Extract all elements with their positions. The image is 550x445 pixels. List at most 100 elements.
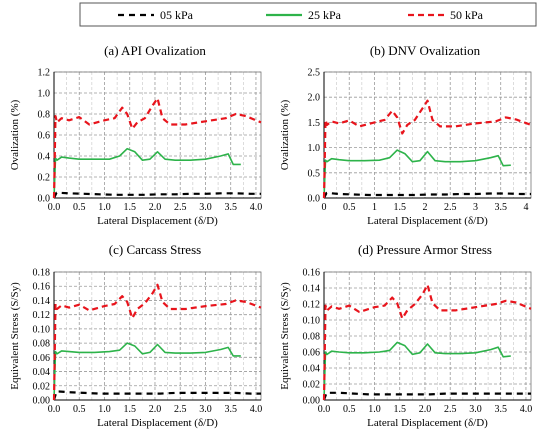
legend-label-2: 50 kPa — [450, 8, 484, 22]
chart-title: (d) Pressure Armor Stress — [358, 242, 492, 257]
x-tick-label: 1.0 — [98, 404, 111, 415]
y-axis-label: Equivalent Stress (S/Sy) — [9, 282, 21, 390]
y-axis-label: Ovalization (%) — [9, 99, 21, 170]
panels: (a) API Ovalization 0.0 0.2 0.4 0.6 0.8 1.0 1.2… — [9, 43, 532, 429]
series-line-25-kpa — [53, 147, 241, 199]
chart-panel-0: (a) API Ovalization 0.0 0.2 0.4 0.6 0.8 1.0 1.2… — [9, 43, 262, 227]
x-tick-label: 2.5 — [174, 404, 187, 415]
y-tick-label: 0.04 — [33, 367, 51, 378]
x-tick-label: 3.5 — [224, 202, 237, 213]
y-tick-label: 0.12 — [33, 310, 51, 321]
x-tick-label: 2.0 — [149, 404, 162, 415]
chart-panel-2: (c) Carcass Stress 0.00 0.02 0.04 0.06 0.08 0.… — [9, 242, 262, 429]
x-tick-label: 0.5 — [73, 404, 86, 415]
y-axis-label: Equivalent Stress (S/Sy) — [279, 282, 291, 390]
chart-title: (b) DNV Ovalization — [370, 43, 481, 58]
y-tick-label: 0.10 — [303, 316, 321, 327]
x-tick-label: 2.5 — [444, 202, 457, 213]
x-tick-label: 0.0 — [48, 202, 61, 213]
y-tick-label: 0.0 — [38, 194, 51, 205]
series-line-50-kpa — [52, 283, 262, 401]
x-tick-label: 3.5 — [224, 404, 237, 415]
y-tick-label: 0.5 — [308, 168, 321, 179]
y-tick-label: 0.8 — [38, 110, 51, 121]
x-tick-label: 1.5 — [123, 202, 136, 213]
x-axis-label: Lateral Displacement (δ/D) — [97, 215, 218, 227]
y-tick-label: 0.08 — [303, 332, 321, 343]
y-tick-label: 0.02 — [303, 380, 321, 391]
y-tick-label: 0.2 — [38, 173, 51, 184]
plot-frame — [53, 271, 262, 401]
x-axis-label: Lateral Displacement (δ/D) — [97, 417, 218, 429]
y-tick-label: 0.04 — [303, 364, 321, 375]
x-tick-label: 3.5 — [494, 202, 507, 213]
chart-panel-3: (d) Pressure Armor Stress 0.00 0.02 0.04 0.0… — [279, 242, 532, 429]
x-tick-label: 0.5 — [73, 202, 86, 213]
legend-box — [79, 2, 537, 27]
series-line-25-kpa — [323, 149, 511, 199]
y-tick-label: 0.10 — [33, 324, 51, 335]
x-tick-label: 1.5 — [393, 202, 406, 213]
y-tick-label: 2.5 — [308, 68, 321, 79]
x-axis-label: Lateral Displacement (δ/D) — [367, 417, 488, 429]
x-tick-label: 2.5 — [444, 404, 457, 415]
x-tick-label: 1.0 — [368, 404, 381, 415]
x-tick-label: 4.0 — [520, 404, 533, 415]
y-axis-label: Ovalization (%) — [279, 99, 291, 170]
x-tick-label: 3.0 — [199, 404, 212, 415]
x-tick-label: 0.5 — [343, 404, 356, 415]
x-tick-label: 0 — [322, 202, 327, 213]
series-line-05-kpa — [323, 191, 531, 199]
x-tick-label: 0.0 — [48, 404, 61, 415]
y-tick-label: 0.6 — [38, 131, 51, 142]
x-tick-label: 4.0 — [250, 202, 263, 213]
y-tick-label: 0.06 — [33, 353, 51, 364]
x-tick-label: 1 — [372, 202, 377, 213]
legend: 05 kPa 25 kPa 50 kPa — [79, 2, 537, 27]
y-tick-label: 0.14 — [303, 284, 321, 295]
chart-title: (a) API Ovalization — [104, 43, 206, 58]
x-tick-label: 3.5 — [494, 404, 507, 415]
series-line-05-kpa — [52, 390, 261, 401]
y-tick-label: 1.0 — [38, 89, 51, 100]
x-tick-label: 4 — [523, 202, 528, 213]
y-tick-label: 0.16 — [303, 268, 321, 279]
x-tick-label: 2.0 — [419, 404, 432, 415]
y-tick-label: 0.12 — [303, 300, 321, 311]
x-tick-label: 3.0 — [199, 202, 212, 213]
x-tick-label: 3 — [473, 202, 478, 213]
x-tick-label: 2.5 — [174, 202, 187, 213]
y-tick-label: 0.00 — [303, 396, 321, 407]
plot-frame — [323, 71, 532, 199]
x-tick-label: 2.0 — [149, 202, 162, 213]
chart-title: (c) Carcass Stress — [109, 242, 201, 257]
y-tick-label: 0.0 — [308, 194, 321, 205]
series-line-50-kpa — [322, 99, 532, 199]
y-tick-label: 0.00 — [33, 396, 51, 407]
y-tick-label: 1.2 — [38, 68, 51, 79]
y-tick-label: 0.4 — [38, 152, 51, 163]
series-line-05-kpa — [322, 391, 531, 401]
y-tick-label: 1.0 — [308, 143, 321, 154]
legend-label-0: 05 kPa — [160, 8, 194, 22]
y-tick-label: 0.16 — [33, 282, 51, 293]
y-tick-label: 0.02 — [33, 381, 51, 392]
series-line-50-kpa — [52, 97, 262, 199]
chart-panel-1: (b) DNV Ovalization 0.0 0.5 1.0 1.5 2.0 2.5 0 0.… — [279, 43, 532, 227]
series-line-25-kpa — [323, 341, 511, 401]
x-tick-label: 0.0 — [318, 404, 331, 415]
x-axis-label: Lateral Displacement (δ/D) — [367, 215, 488, 227]
x-tick-label: 4.0 — [250, 404, 263, 415]
series-line-50-kpa — [322, 283, 532, 401]
x-tick-label: 0.5 — [343, 202, 356, 213]
y-tick-label: 0.14 — [33, 296, 51, 307]
x-tick-label: 1.5 — [123, 404, 136, 415]
series-line-25-kpa — [53, 342, 241, 401]
y-tick-label: 0.18 — [33, 268, 51, 279]
y-tick-label: 2.0 — [308, 93, 321, 104]
x-tick-label: 1.5 — [393, 404, 406, 415]
x-tick-label: 3.0 — [469, 404, 482, 415]
y-tick-label: 1.5 — [308, 118, 321, 129]
legend-label-1: 25 kPa — [308, 8, 342, 22]
